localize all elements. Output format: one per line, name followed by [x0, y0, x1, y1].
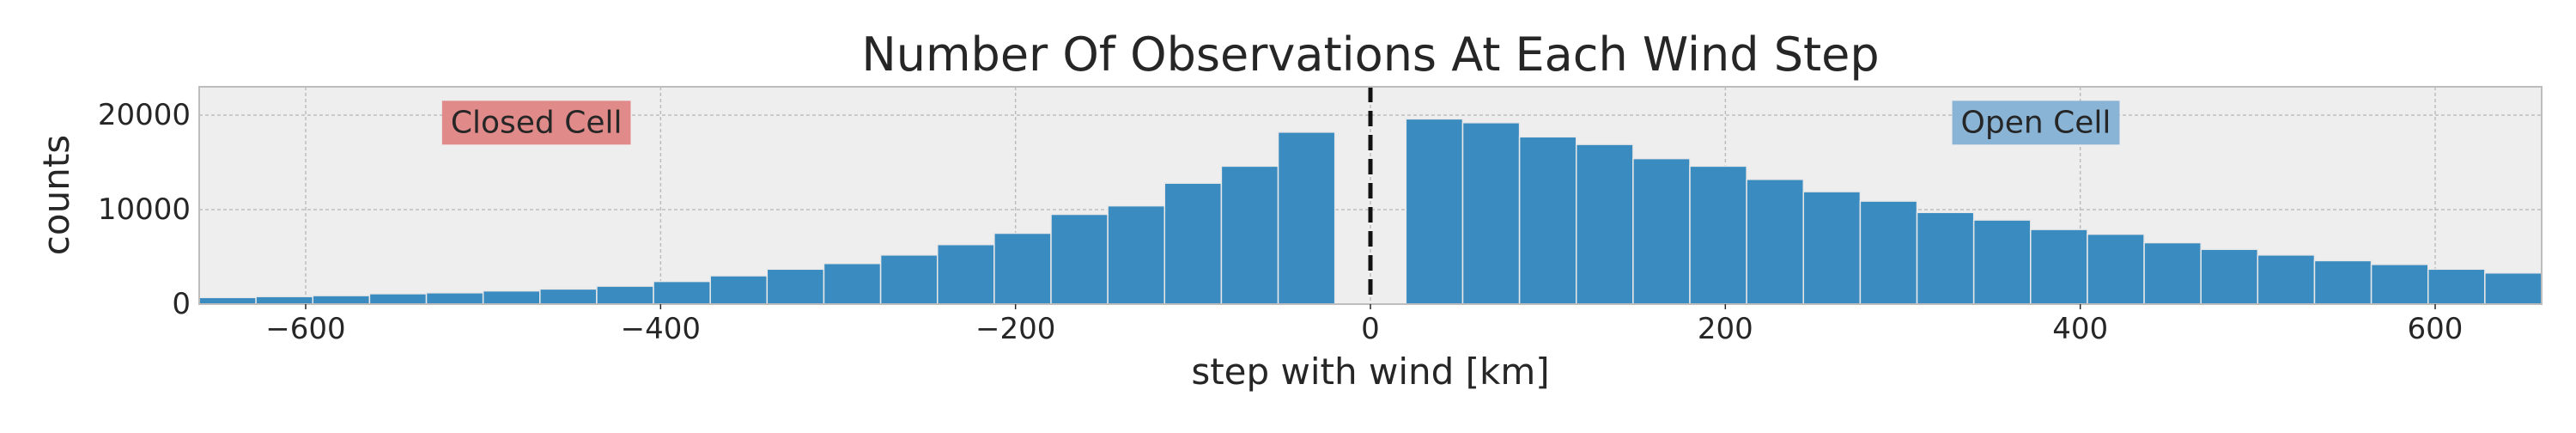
- x-axis-label: step with wind [km]: [1191, 351, 1549, 393]
- histogram-bar: [2200, 248, 2259, 305]
- histogram-bar: [596, 285, 654, 305]
- histogram-bar: [1050, 213, 1109, 305]
- annotation-label: Open Cell: [1961, 105, 2111, 140]
- histogram-bar: [2030, 229, 2088, 305]
- x-tick-label: 400: [2052, 312, 2108, 346]
- histogram-bar: [1689, 165, 1747, 305]
- y-axis-ticks: 0 10000 20000: [98, 98, 191, 321]
- histogram-bar: [1972, 219, 2032, 305]
- x-tick-label: −400: [621, 312, 701, 346]
- histogram-bar: [2087, 233, 2145, 305]
- histogram-bar: [312, 295, 371, 305]
- histogram-bar: [936, 243, 995, 305]
- histogram-bar: [766, 268, 825, 305]
- annotation-label: Closed Cell: [451, 105, 623, 140]
- histogram-bar: [823, 262, 882, 305]
- y-tick-label: 20000: [98, 98, 191, 132]
- histogram-bar: [2143, 241, 2202, 305]
- histogram-bar: [2427, 268, 2486, 305]
- histogram-bar: [1802, 191, 1862, 305]
- histogram-bar: [1220, 165, 1279, 305]
- histogram-bar: [1916, 211, 1975, 305]
- histogram-bar: [2257, 254, 2316, 305]
- chart-title: Number Of Observations At Each Wind Step: [861, 27, 1879, 82]
- histogram-bar: [709, 275, 769, 305]
- histogram-bar: [368, 293, 428, 305]
- annotations: Closed Cell Open Cell: [441, 101, 2120, 145]
- annotation-box: Open Cell: [1952, 101, 2120, 145]
- x-axis-ticks: −600 −400 −200 0 200 400 600: [265, 304, 2463, 346]
- x-tick-label: −600: [265, 312, 345, 346]
- annotation-background: [1952, 101, 2120, 145]
- histogram-bar: [539, 288, 598, 305]
- histogram-bar: [1575, 143, 1634, 305]
- histogram-bar: [1859, 200, 1918, 305]
- histogram-bar: [1405, 118, 1464, 305]
- histogram-bar: [1107, 204, 1166, 305]
- histogram-bar: [482, 290, 541, 305]
- histogram-bar: [1632, 157, 1691, 305]
- x-tick-label: 200: [1698, 312, 1753, 346]
- histogram-bar: [2484, 271, 2543, 305]
- annotation-background: [441, 101, 631, 145]
- histogram-bars: [198, 118, 2543, 305]
- histogram-bar: [1518, 136, 1577, 305]
- histogram-bar: [2370, 264, 2429, 305]
- histogram-bar: [993, 232, 1052, 305]
- histogram-bar: [2313, 259, 2372, 305]
- x-tick-label: 0: [1361, 312, 1380, 346]
- histogram-bar: [198, 296, 257, 305]
- histogram-bar: [879, 254, 939, 305]
- histogram-bar: [1277, 131, 1336, 305]
- histogram-bar: [653, 280, 711, 305]
- histogram-bar: [1746, 179, 1805, 305]
- y-tick-label: 0: [172, 287, 191, 321]
- x-tick-label: 600: [2408, 312, 2464, 346]
- histogram-bar: [255, 296, 314, 305]
- y-axis-label: counts: [35, 135, 77, 255]
- histogram-bar: [1461, 122, 1521, 305]
- histogram-bar: [1163, 182, 1223, 305]
- x-tick-label: −200: [975, 312, 1055, 346]
- annotation-box: Closed Cell: [441, 101, 631, 145]
- histogram-bar: [425, 292, 484, 305]
- y-tick-label: 10000: [98, 192, 191, 227]
